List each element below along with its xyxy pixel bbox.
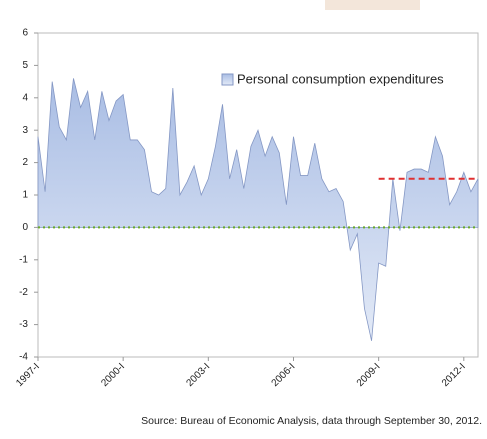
x-tick-label: 1997-I xyxy=(14,361,42,389)
y-tick-label: 6 xyxy=(22,28,28,39)
y-tick-label: -4 xyxy=(19,352,28,363)
x-tick-label: 2012-I xyxy=(440,361,468,389)
y-tick-label: -1 xyxy=(19,254,28,265)
x-tick-label: 2003-I xyxy=(184,361,212,389)
source: Source: Bureau of Economic Analysis, dat… xyxy=(141,415,482,427)
y-tick-label: 1 xyxy=(22,190,28,201)
legend-swatch xyxy=(221,73,234,86)
x-tick-label: 2000-I xyxy=(99,361,127,389)
y-tick-label: -2 xyxy=(19,287,28,298)
x-tick-label: 2009-I xyxy=(355,361,383,389)
legend-label: Personal consumption expenditures xyxy=(237,71,444,86)
y-tick-label: 5 xyxy=(22,60,28,71)
x-tick-label: 2006-I xyxy=(270,361,298,389)
y-tick-label: 0 xyxy=(22,222,28,233)
y-tick-label: 2 xyxy=(22,157,28,168)
area xyxy=(37,78,479,341)
y-tick-label: -3 xyxy=(19,319,28,330)
y-tick-label: 3 xyxy=(22,125,28,136)
y-tick-label: 4 xyxy=(22,92,28,103)
decor xyxy=(325,0,420,10)
